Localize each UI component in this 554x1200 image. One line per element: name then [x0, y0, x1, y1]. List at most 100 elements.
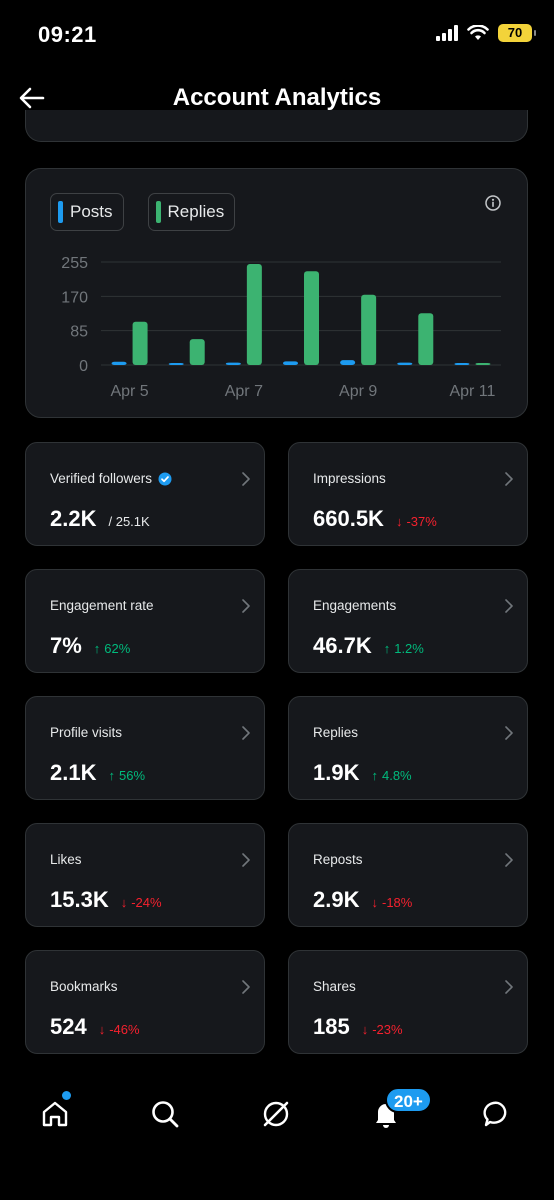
chevron-right-icon: [505, 980, 513, 994]
arrow-down-icon: ↓: [361, 1022, 369, 1037]
stat-change-value: -46%: [109, 1022, 140, 1037]
chevron-right-icon: [242, 472, 250, 486]
stat-label: Likes: [50, 852, 82, 867]
bar-replies-apr-5[interactable]: [132, 321, 148, 365]
stat-label: Engagements: [313, 598, 397, 613]
nav-messages[interactable]: [476, 1092, 520, 1136]
stat-card-reposts[interactable]: Reposts 2.9K ↓ -18%: [288, 823, 528, 927]
chart-legend: Posts Replies: [50, 193, 236, 231]
stat-card-replies[interactable]: Replies 1.9K ↑ 4.8%: [288, 696, 528, 800]
bar-replies-apr-11[interactable]: [475, 363, 491, 365]
stat-card-engagements[interactable]: Engagements 46.7K ↑ 1.2%: [288, 569, 528, 673]
legend-posts[interactable]: Posts: [50, 193, 124, 231]
arrow-up-icon: ↑: [108, 768, 115, 783]
chevron-right-icon: [242, 853, 250, 867]
nav-grok[interactable]: [254, 1092, 298, 1136]
bar-replies-apr-9[interactable]: [361, 294, 377, 365]
chevron-right-icon: [505, 726, 513, 740]
arrow-left-icon: [19, 87, 45, 109]
stat-value: 7%: [50, 633, 82, 658]
bar-posts-apr-8[interactable]: [283, 361, 298, 365]
back-button[interactable]: [12, 78, 52, 118]
activity-chart: 255 170 85 0 Apr 5 Apr 7 Apr 9 Apr 11: [61, 255, 501, 400]
arrow-up-icon: ↑: [93, 641, 101, 656]
stat-value: 660.5K: [313, 506, 384, 531]
bar-posts-apr-6[interactable]: [168, 363, 184, 365]
stat-value: 2.1K: [50, 760, 97, 785]
grok-icon: [263, 1101, 289, 1127]
stat-card-likes[interactable]: Likes 15.3K ↓ -24%: [25, 823, 265, 927]
stat-change: ↓ -46%: [99, 1022, 140, 1037]
bar-posts-apr-10[interactable]: [397, 362, 413, 365]
stat-value-row: 524 ↓ -46%: [50, 1014, 140, 1040]
stat-value: 2.2K: [50, 506, 97, 531]
stat-value-row: 185 ↓ -23%: [313, 1014, 403, 1040]
stat-card-shares[interactable]: Shares 185 ↓ -23%: [288, 950, 528, 1054]
status-bar: 09:21 70: [0, 0, 554, 66]
bar-replies-apr-6[interactable]: [189, 339, 205, 365]
stat-label: Profile visits: [50, 725, 123, 740]
stat-change-value: -24%: [131, 895, 162, 910]
arrow-up-icon: ↑: [383, 641, 391, 656]
x-tick-label: Apr 11: [449, 383, 495, 400]
chevron-right-icon: [242, 599, 250, 613]
stat-change-value: -23%: [372, 1022, 403, 1037]
bottom-nav: 20+: [0, 1080, 554, 1150]
bar-posts-apr-5[interactable]: [111, 361, 127, 365]
nav-home[interactable]: [33, 1092, 77, 1136]
status-icons: 70: [436, 24, 536, 42]
status-time: 09:21: [38, 22, 97, 47]
bar-posts-apr-11[interactable]: [454, 363, 470, 365]
y-tick-label: 255: [61, 255, 88, 272]
stat-label-container: Likes: [50, 852, 82, 867]
stat-card-profile-visits[interactable]: Profile visits 2.1K ↑ 56%: [25, 696, 265, 800]
battery-indicator: 70: [498, 24, 536, 42]
home-icon: [42, 1101, 68, 1127]
legend-replies[interactable]: Replies: [147, 193, 236, 231]
y-tick-label: 170: [61, 289, 88, 306]
activity-chart-card: 255 170 85 0 Apr 5 Apr 7 Apr 9 Apr 11 Posts Rep…: [25, 168, 528, 418]
bar-replies-apr-8[interactable]: [304, 271, 319, 365]
stat-change: ↓ -37%: [396, 514, 437, 529]
stat-value-row: 2.2K / 25.1K: [50, 506, 150, 532]
stat-label: Reposts: [313, 852, 363, 867]
bar-replies-apr-7[interactable]: [246, 264, 262, 365]
bar-posts-apr-9[interactable]: [340, 360, 356, 365]
legend-label-posts: Posts: [70, 202, 113, 221]
nav-search[interactable]: [143, 1092, 187, 1136]
stat-change: ↓ -24%: [121, 895, 162, 910]
stat-change-value: -37%: [406, 514, 437, 529]
bar-replies-apr-10[interactable]: [418, 313, 434, 365]
stat-card-bookmarks[interactable]: Bookmarks 524 ↓ -46%: [25, 950, 265, 1054]
stat-change: ↓ -18%: [371, 895, 412, 910]
stat-change-value: 56%: [118, 768, 146, 783]
stat-change: ↑ 1.2%: [384, 641, 424, 656]
chevron-right-icon: [242, 980, 250, 994]
arrow-down-icon: ↓: [371, 895, 378, 910]
stat-value: 2.9K: [313, 887, 360, 912]
stat-card-impressions[interactable]: Impressions 660.5K ↓ -37%: [288, 442, 528, 546]
y-tick-label: 0: [79, 358, 88, 375]
search-icon: [152, 1101, 179, 1128]
chevron-right-icon: [505, 472, 513, 486]
stat-label-container: Shares: [313, 979, 356, 994]
stat-change-value: 1.2%: [394, 641, 424, 656]
stat-label: Shares: [313, 979, 356, 994]
legend-swatch-posts: [58, 201, 63, 223]
stat-card-verified-followers[interactable]: Verified followers 2.2K / 25.1K: [25, 442, 265, 546]
x-tick-label: Apr 5: [110, 383, 148, 400]
info-icon[interactable]: [483, 193, 503, 213]
arrow-down-icon: ↓: [98, 1022, 106, 1037]
stat-value-row: 660.5K ↓ -37%: [313, 506, 437, 532]
arrow-down-icon: ↓: [395, 514, 403, 529]
stat-label: Verified followers: [50, 471, 153, 486]
chevron-right-icon: [242, 726, 250, 740]
stat-card-engagement-rate[interactable]: Engagement rate 7% ↑ 62%: [25, 569, 265, 673]
stat-label: Replies: [313, 725, 359, 740]
y-tick-label: 85: [70, 324, 88, 341]
stat-value-row: 7% ↑ 62%: [50, 633, 130, 659]
stat-change: ↑ 4.8%: [371, 768, 411, 783]
bar-posts-apr-7[interactable]: [225, 362, 241, 365]
stat-label-container: Bookmarks: [50, 979, 118, 994]
stat-change: ↑ 62%: [94, 641, 131, 656]
